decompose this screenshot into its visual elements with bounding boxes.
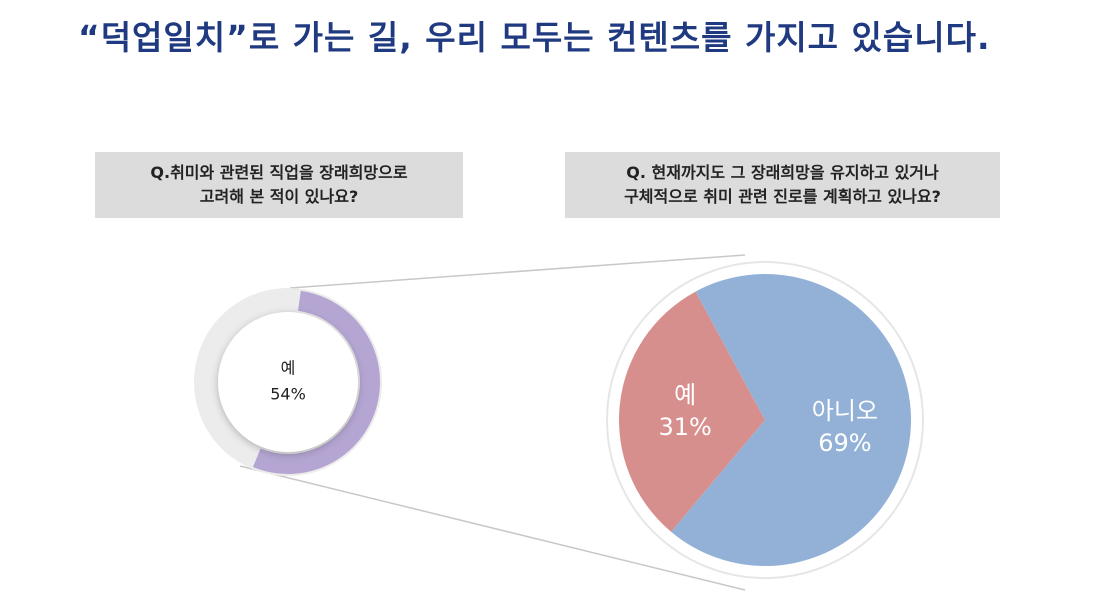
donut-segment: [252, 290, 380, 475]
pie-slice: [619, 291, 765, 532]
question-line: 고려해 본 적이 있나요?: [199, 187, 359, 206]
pie-category: 아니오: [812, 397, 878, 425]
question-line: 구체적으로 취미 관련 진로를 계획하고 있나요?: [624, 187, 941, 206]
pie-value-label: 69%: [818, 429, 871, 457]
question-box: Q.취미와 관련된 직업을 장래희망으로 고려해 본 적이 있나요?: [95, 152, 463, 218]
page-title: “덕업일치”로 가는 길, 우리 모두는 컨텐츠를 가지고 있습니다.: [78, 18, 991, 57]
question-line: Q. 현재까지도 그 장래희망을 유지하고 있거나: [626, 163, 939, 182]
question-line: Q.취미와 관련된 직업을 장래희망으로: [150, 163, 408, 182]
connector: [239, 465, 746, 591]
question-box: Q. 현재까지도 그 장래희망을 유지하고 있거나 구체적으로 취미 관련 진로…: [565, 152, 1000, 218]
pie-slice: [671, 273, 911, 566]
donut-value-label: 54%: [270, 385, 306, 404]
pie-category: 예: [674, 381, 696, 409]
donut-center: [218, 312, 358, 452]
connector: [289, 254, 746, 289]
pie-value-label: 31%: [658, 413, 711, 441]
donut-category: 예: [281, 359, 296, 378]
